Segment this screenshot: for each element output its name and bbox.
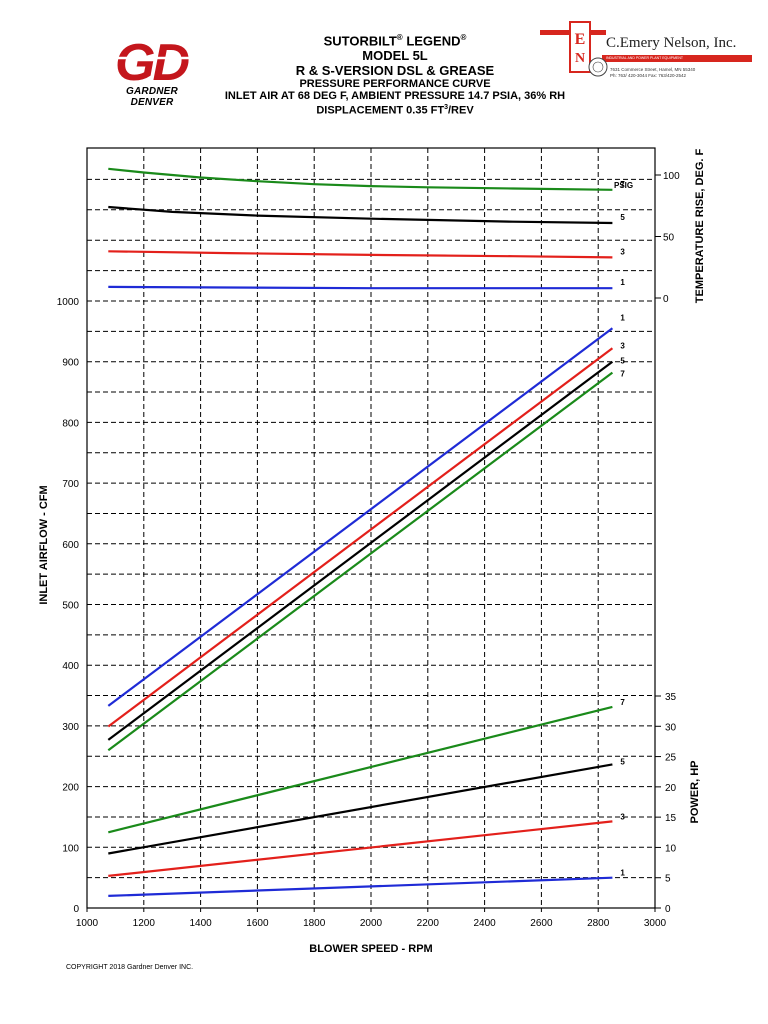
chart-series	[107, 167, 614, 897]
gd-logo-letters: GD	[115, 36, 189, 86]
airflow-tick-label: 200	[62, 783, 79, 794]
power-line-psig-3	[108, 820, 613, 877]
title-line-3: R & S-VERSION DSL & GREASE	[295, 63, 495, 79]
x-tick-label: 1200	[133, 918, 156, 929]
temperature-label-psig-7: 7	[620, 180, 625, 189]
power-line-psig-1	[108, 876, 613, 897]
chart-labels: 1000 1200 1400 1600 1800 2000 2200 2400 2600 2800…	[38, 149, 706, 955]
dealer-phone: Ph: 763/ 420-3044 Fax: 763/420-2542	[610, 73, 687, 78]
x-axis-title: BLOWER SPEED - RPM	[309, 943, 432, 955]
chart-titles: SUTORBILT® LEGEND® MODEL 5L R & S-VERSIO…	[200, 30, 590, 117]
x-tick-label: 2600	[530, 918, 553, 929]
dealer-tagline: INDUSTRIAL AND POWER PLANT EQUIPMENT	[606, 56, 684, 60]
gardner-denver-logo: GD GARDNER DENVER	[102, 36, 200, 108]
x-tick-label: 2000	[360, 918, 383, 929]
airflow-tick-label: 500	[62, 601, 79, 612]
x-tick-label: 3000	[644, 918, 667, 929]
power-tick-label: 10	[665, 843, 677, 854]
airflow-tick-label: 700	[62, 479, 79, 490]
temperature-line-psig-3	[108, 250, 613, 259]
temperature-tick-label: 100	[663, 171, 680, 182]
airflow-label-psig-3: 3	[620, 341, 625, 350]
copyright-notice: COPYRIGHT 2018 Gardner Denver INC.	[66, 964, 194, 971]
airflow-tick-label: 300	[62, 722, 79, 733]
subtitle-displacement: DISPLACEMENT 0.35 FT	[316, 104, 445, 117]
airflow-tick-label: 1000	[57, 297, 80, 308]
airflow-tick-label: 0	[73, 904, 79, 915]
power-label-psig-1: 1	[620, 869, 625, 878]
power-label-psig-5: 5	[620, 757, 625, 766]
temperature-label-psig-1: 1	[620, 278, 625, 287]
svg-text:N: N	[575, 51, 585, 66]
chart-axes	[86, 147, 661, 912]
title-line-2: MODEL 5L	[362, 48, 428, 64]
dealer-address: 7631 Commerce Street, Hamel, MN 55340	[610, 67, 696, 72]
temperature-label-psig-3: 3	[620, 247, 625, 256]
svg-text:E: E	[575, 31, 586, 48]
power-label-psig-7: 7	[620, 698, 625, 707]
airflow-tick-label: 400	[62, 661, 79, 672]
power-tick-label: 30	[665, 722, 677, 733]
airflow-tick-label: 900	[62, 358, 79, 369]
power-axis-title: POWER, HP	[689, 761, 701, 824]
reg-mark-1: ®	[396, 33, 403, 42]
subtitle-line-2: INLET AIR AT 68 DEG F, AMBIENT PRESSURE …	[224, 90, 566, 103]
x-tick-label: 2400	[473, 918, 496, 929]
airflow-tick-label: 800	[62, 418, 79, 429]
airflow-label-psig-1: 1	[620, 313, 625, 322]
power-tick-label: 35	[665, 692, 677, 703]
dealer-emblem-icon: E N	[540, 21, 752, 77]
title-product: SUTORBILT	[323, 33, 397, 49]
power-tick-label: 25	[665, 753, 677, 764]
power-line-psig-5	[108, 763, 613, 855]
airflow-line-psig-5	[107, 360, 614, 741]
airflow-label-psig-5: 5	[620, 357, 625, 366]
airflow-label-psig-7: 7	[620, 370, 625, 379]
subtitle-superscript: 3	[444, 104, 448, 112]
dealer-name: C.Emery Nelson, Inc.	[606, 35, 737, 51]
airflow-tick-label: 100	[62, 843, 79, 854]
power-tick-label: 0	[665, 904, 671, 915]
gd-logo-subtitle: GARDNER DENVER	[126, 86, 178, 108]
psig-legend-title: PSIG	[614, 181, 633, 190]
subtitle-line-3: DISPLACEMENT 0.35 FT3/REV	[200, 102, 590, 117]
power-label-psig-3: 3	[620, 812, 625, 821]
airflow-line-psig-1	[107, 327, 614, 707]
x-tick-label: 2800	[587, 918, 610, 929]
x-tick-label: 1400	[189, 918, 212, 929]
gd-logo-mark: GD	[104, 36, 198, 86]
temperature-line-psig-5	[108, 205, 613, 225]
temperature-tick-label: 0	[663, 294, 669, 305]
temperature-tick-label: 50	[663, 233, 675, 244]
title-product-b: LEGEND	[406, 33, 461, 49]
x-tick-label: 1600	[246, 918, 269, 929]
power-line-psig-7	[108, 705, 613, 834]
power-tick-label: 15	[665, 813, 677, 824]
airflow-axis-title: INLET AIRFLOW - CFM	[38, 485, 50, 604]
x-tick-label: 1000	[76, 918, 99, 929]
temperature-line-psig-1	[108, 285, 613, 290]
chart-grid	[87, 148, 655, 908]
power-tick-label: 20	[665, 783, 677, 794]
temperature-line-psig-7	[108, 167, 613, 191]
x-tick-label: 1800	[303, 918, 326, 929]
title-line-1: SUTORBILT® LEGEND®	[200, 30, 590, 48]
airflow-tick-label: 600	[62, 540, 79, 551]
subtitle-line-1: PRESSURE PERFORMANCE CURVE	[299, 78, 491, 91]
power-tick-label: 5	[665, 874, 671, 885]
airflow-line-psig-3	[107, 347, 614, 728]
temperature-label-psig-5: 5	[620, 213, 625, 222]
airflow-line-psig-7	[107, 371, 614, 752]
dealer-logo: E N C.Emery Nelson, Inc. INDUSTRIAL AND …	[540, 20, 755, 82]
subtitle-per-rev: /REV	[447, 104, 474, 117]
temperature-axis-title: TEMPERATURE RISE, DEG. F	[694, 149, 706, 304]
x-tick-label: 2200	[417, 918, 440, 929]
reg-mark-2: ®	[460, 33, 467, 42]
